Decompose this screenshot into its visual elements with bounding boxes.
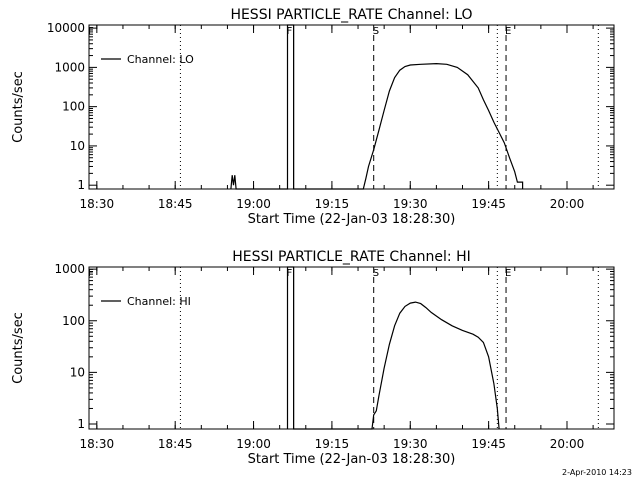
panel-2-y-tick-label: 10 [70, 365, 85, 379]
panel-1-y-tick-label: 10000 [47, 21, 85, 35]
panel-1-y-axis-label: Counts/sec [11, 71, 26, 143]
panel-1-marker-label: S [373, 26, 379, 37]
panel-1-marker-label: E [505, 26, 511, 37]
panel-2-x-tick-label: 19:30 [393, 437, 428, 451]
panel-1-marker-label: F [287, 26, 293, 37]
panel-2-x-tick-label: 20:00 [550, 437, 585, 451]
panel-1-y-tick-label: 100 [62, 100, 85, 114]
panel-2-title: HESSI PARTICLE_RATE Channel: HI [232, 249, 470, 265]
plot-timestamp: 2-Apr-2010 14:23 [562, 468, 632, 477]
panel-2-y-axis-label: Counts/sec [11, 312, 26, 384]
panel-2-y-tick-label: 1 [77, 417, 85, 431]
panel-1-x-tick-label: 19:30 [393, 197, 428, 211]
panel-1-marker-label: F [88, 26, 94, 37]
panel-2-y-tick-label: 1000 [54, 262, 85, 276]
panel-1-x-tick-label: 19:00 [236, 197, 271, 211]
panel-1-y-tick-label: 1 [77, 178, 85, 192]
panel-1-x-tick-label: 19:45 [471, 197, 506, 211]
panel-2-y-tick-label: 100 [62, 314, 85, 328]
panel-1-x-tick-label: 20:00 [550, 197, 585, 211]
panel-2-marker-label: F [88, 268, 94, 279]
panel-1-legend-label: Channel: LO [127, 53, 194, 66]
panel-2-x-tick-label: 19:45 [471, 437, 506, 451]
panel-2-plot-frame [88, 266, 615, 430]
panel-1-x-axis-label: Start Time (22-Jan-03 18:28:30) [248, 212, 456, 227]
panel-2-legend-label: Channel: HI [127, 295, 191, 308]
panel-2-x-tick-label: 18:45 [158, 437, 193, 451]
panel-1-title: HESSI PARTICLE_RATE Channel: LO [230, 7, 472, 23]
panel-1-x-tick-label: 18:30 [80, 197, 115, 211]
panel-2-marker-label: S [373, 268, 379, 279]
panel-2-marker-label: F [287, 268, 293, 279]
panel-2-x-tick-label: 19:00 [236, 437, 271, 451]
panel-1-series-line [230, 24, 524, 190]
panel-1-y-tick-label: 10 [70, 139, 85, 153]
panel-1-x-tick-label: 18:45 [158, 197, 193, 211]
panel-2-x-tick-label: 18:30 [80, 437, 115, 451]
panel-2-x-axis-label: Start Time (22-Jan-03 18:28:30) [248, 452, 456, 467]
panel-1-plot-frame [88, 24, 615, 190]
panel-2-series-line [286, 266, 500, 430]
panel-1-x-tick-label: 19:15 [315, 197, 350, 211]
panel-1-y-tick-label: 1000 [54, 60, 85, 74]
panel-2-x-tick-label: 19:15 [315, 437, 350, 451]
panel-2-marker-label: E [505, 268, 511, 279]
